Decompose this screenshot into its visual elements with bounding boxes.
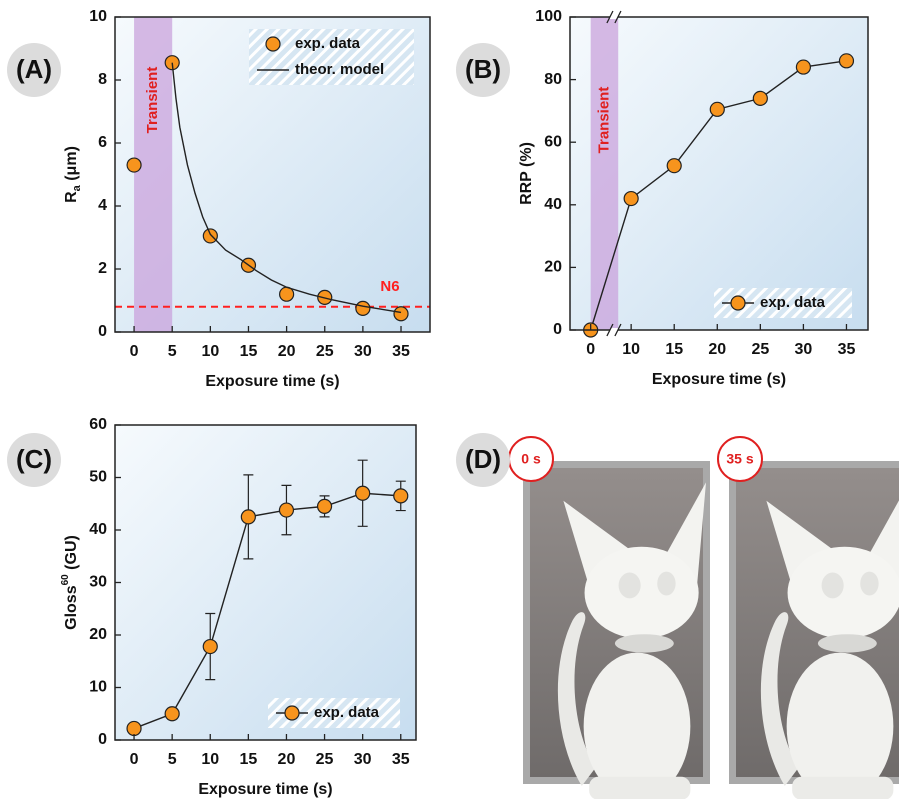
legend-label: theor. model: [295, 61, 384, 78]
y-tick-label: 0: [98, 323, 107, 340]
x-tick-label: 5: [168, 343, 177, 360]
y-axis-title-main: RRP (%): [518, 142, 535, 205]
x-tick-label: 10: [201, 343, 219, 360]
y-tick-label: 80: [544, 71, 562, 88]
chart: Transient N6 0 5 10 15 20 25 30 35 0 2 4 6 8 10 Exposure…: [7, 8, 430, 390]
data-point: [127, 158, 141, 172]
y-tick-label: 0: [553, 321, 562, 338]
y-axis-title: Gloss60 (GU): [60, 535, 81, 630]
data-point: [667, 159, 681, 173]
x-tick-label: 35: [392, 751, 410, 768]
x-tick-label: 30: [795, 341, 813, 358]
data-point: [753, 91, 767, 105]
x-tick-label: 25: [316, 343, 334, 360]
y-tick-label: 10: [89, 8, 107, 25]
y-tick-label: 60: [89, 416, 107, 433]
y-axis-title: RRP (%): [518, 142, 535, 205]
x-axis-title: Exposure time (s): [205, 373, 339, 390]
y-axis-title-unit: (GU): [63, 535, 80, 574]
panel-label: (C): [16, 444, 52, 474]
y-axis-title-main: Gloss: [63, 585, 80, 630]
x-tick-label: 15: [240, 343, 258, 360]
y-tick-label: 4: [98, 197, 107, 214]
y-axis-title-main: R: [63, 191, 80, 203]
y-tick-label: 30: [89, 574, 107, 591]
x-tick-label: 35: [392, 343, 410, 360]
x-tick-label: 20: [278, 343, 296, 360]
y-tick-label: 2: [98, 260, 107, 277]
y-tick-label: 100: [535, 8, 562, 25]
x-tick-label: 10: [622, 341, 640, 358]
y-tick-label: 40: [89, 521, 107, 538]
data-point: [624, 192, 638, 206]
panel-d: 0 s 35 s (D): [456, 433, 899, 799]
data-point: [165, 707, 179, 721]
legend-label: exp. data: [295, 35, 361, 52]
data-point: [241, 510, 255, 524]
x-tick-label: 30: [354, 343, 372, 360]
x-tick-label: 10: [201, 751, 219, 768]
figure: 0 s 35 s (D) TransientN60510152025303502…: [0, 0, 899, 799]
y-tick-label: 60: [544, 133, 562, 150]
x-tick-label: 0: [586, 341, 595, 358]
panel-label: (D): [465, 444, 501, 474]
data-point: [796, 60, 810, 74]
y-tick-label: 40: [544, 196, 562, 213]
x-tick-label: 15: [239, 751, 257, 768]
data-point: [203, 229, 217, 243]
data-point: [710, 102, 724, 116]
x-tick-label: 20: [278, 751, 296, 768]
data-point: [127, 721, 141, 735]
panel-label: (B): [465, 54, 501, 84]
y-axis-title-unit: (μm): [63, 146, 80, 185]
photo-label: 35 s: [726, 451, 753, 467]
y-axis-title-sup: 60: [60, 574, 71, 586]
plot-area: [115, 425, 416, 740]
legend-label: exp. data: [760, 294, 826, 311]
data-point: [839, 54, 853, 68]
x-tick-label: 5: [168, 751, 177, 768]
band-label: Transient: [144, 67, 161, 134]
x-tick-label: 25: [316, 751, 334, 768]
x-tick-label: 0: [130, 751, 139, 768]
panel-label: (A): [16, 54, 52, 84]
data-point: [394, 489, 408, 503]
legend-marker: [285, 706, 299, 720]
x-tick-label: 25: [751, 341, 769, 358]
x-tick-label: 0: [130, 343, 139, 360]
band-label: Transient: [595, 87, 612, 154]
chart: 0 5 10 15 20 25 30 35 0 10 20 30 40 50 60 Exposure time…: [7, 416, 416, 798]
legend: exp. data theor. model: [249, 29, 414, 85]
legend-marker: [731, 296, 745, 310]
x-tick-label: 35: [838, 341, 856, 358]
y-tick-label: 50: [89, 469, 107, 486]
x-tick-label: 30: [354, 751, 372, 768]
x-tick-label: 20: [708, 341, 726, 358]
reference-label: N6: [380, 278, 399, 295]
chart: Transient 0 10 15 20 25 30 35 0 20 40 60 80 100 Exposu…: [456, 8, 868, 388]
legend: exp. data: [714, 288, 852, 318]
legend-marker: [266, 37, 280, 51]
data-point: [394, 307, 408, 321]
x-axis-title: Exposure time (s): [652, 371, 786, 388]
y-tick-label: 20: [89, 626, 107, 643]
data-point: [356, 486, 370, 500]
photo-label: 0 s: [521, 451, 541, 467]
y-axis-title: Ra (μm): [63, 146, 83, 203]
y-tick-label: 10: [89, 679, 107, 696]
y-tick-label: 6: [98, 134, 107, 151]
x-tick-label: 15: [665, 341, 683, 358]
y-tick-label: 20: [544, 259, 562, 276]
y-tick-label: 8: [98, 71, 107, 88]
data-point: [203, 640, 217, 654]
x-axis-title: Exposure time (s): [198, 781, 332, 798]
legend: exp. data: [268, 698, 400, 728]
data-point: [318, 499, 332, 513]
legend-label: exp. data: [314, 704, 380, 721]
data-point: [356, 301, 370, 315]
data-point: [279, 503, 293, 517]
y-tick-label: 0: [98, 731, 107, 748]
